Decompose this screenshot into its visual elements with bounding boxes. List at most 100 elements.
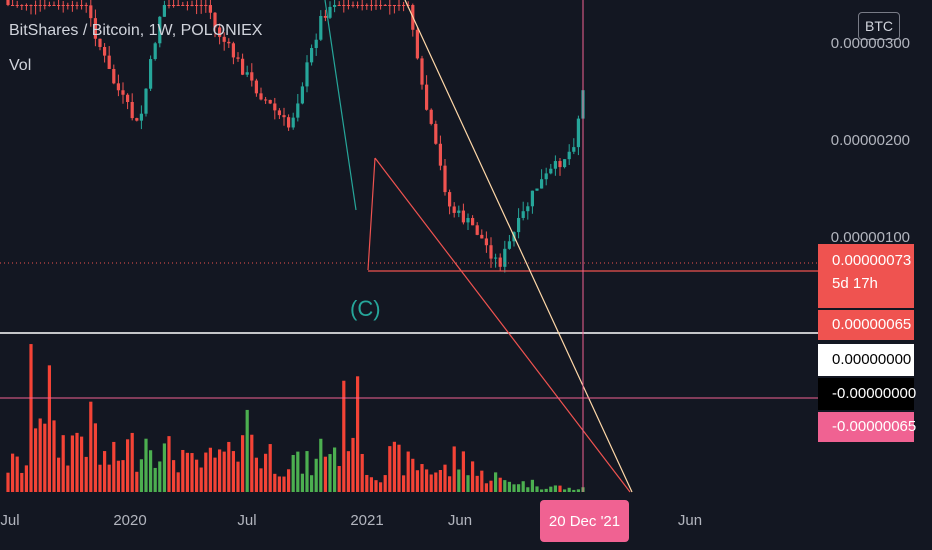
volume-bar	[443, 464, 447, 492]
candle-body	[176, 5, 180, 6]
volume-bar	[379, 482, 383, 492]
volume-bar	[471, 461, 475, 492]
candle-body	[544, 173, 548, 180]
volume-bar	[356, 376, 360, 492]
candle-body	[139, 113, 143, 121]
candle-body	[296, 103, 300, 118]
volume-bar	[273, 473, 277, 492]
volume-bar	[259, 468, 263, 492]
candle-body	[461, 210, 465, 223]
candle-body	[208, 5, 212, 13]
volume-bar	[38, 418, 42, 492]
volume-bar	[204, 452, 208, 492]
candle-body	[172, 5, 176, 6]
volume-bar	[392, 441, 396, 492]
candle-body	[429, 109, 433, 124]
candle-body	[572, 147, 576, 152]
volume-bar	[425, 469, 429, 492]
volume-bar	[480, 470, 484, 492]
candle-body	[434, 123, 438, 144]
candle-body	[397, 5, 401, 6]
candle-body	[319, 15, 323, 40]
volume-bar	[365, 474, 369, 492]
candle-body	[282, 115, 286, 118]
volume-bar	[540, 489, 544, 492]
candle-body	[24, 5, 28, 6]
candle-body	[287, 117, 291, 128]
candle-body	[314, 39, 318, 49]
candle-body	[116, 83, 120, 91]
volume-bar	[245, 409, 249, 492]
candle-body	[425, 84, 429, 110]
volume-bar	[374, 480, 378, 492]
candle-body	[489, 245, 493, 259]
candle-body	[144, 88, 148, 114]
volume-bar	[93, 423, 97, 492]
candle-body	[277, 110, 281, 116]
candle-body	[365, 5, 369, 6]
candle-body	[204, 5, 208, 6]
candle-body	[553, 161, 557, 169]
candle-body	[374, 5, 378, 6]
volume-bar	[218, 449, 222, 492]
candle-body	[190, 5, 194, 6]
candle-body	[337, 5, 341, 6]
candle-body	[494, 257, 498, 259]
volume-bar	[282, 476, 286, 492]
volume-bar	[162, 443, 166, 492]
currency-button[interactable]: BTC	[858, 12, 900, 40]
price-line-label: 0.00000065	[832, 316, 912, 333]
candle-body	[392, 5, 396, 6]
candle-body	[250, 72, 254, 81]
volume-bar	[512, 484, 516, 492]
volume-bar	[346, 451, 350, 492]
volume-bar	[176, 472, 180, 492]
volume-bar	[277, 476, 281, 492]
candle-body	[195, 5, 199, 6]
price-tick-label: 0.00000300	[830, 35, 910, 52]
volume-bar	[70, 435, 74, 492]
candle-body	[6, 0, 10, 5]
volume-bar	[319, 438, 323, 492]
volume-bar	[530, 479, 534, 492]
candle-body	[521, 211, 525, 218]
candle-body	[103, 46, 107, 56]
volume-bar	[314, 458, 318, 492]
candle-body	[420, 58, 424, 85]
candle-body	[43, 5, 47, 6]
candle-body	[356, 5, 360, 6]
volume-bar	[503, 480, 507, 492]
volume-bar	[553, 485, 557, 492]
candle-body	[300, 86, 304, 104]
candle-body	[254, 80, 258, 94]
candle-body	[61, 5, 65, 6]
volume-bar	[268, 444, 272, 492]
volume-bar	[466, 475, 470, 492]
cursor-date-badge: 20 Dec '21	[540, 500, 629, 542]
volume-bar	[287, 469, 291, 492]
volume-bar	[61, 435, 65, 492]
candle-body	[66, 5, 70, 6]
candle-body	[213, 12, 217, 28]
volume-bar	[98, 464, 102, 492]
volume-bar	[415, 470, 419, 492]
candle-body	[11, 5, 15, 6]
volume-bar	[121, 460, 125, 492]
volume-bar	[167, 436, 171, 492]
volume-bar	[397, 444, 401, 492]
volume-bar	[544, 488, 548, 492]
candle-body	[162, 5, 166, 17]
candle-body	[236, 57, 240, 59]
volume-bar	[190, 453, 194, 492]
volume-bar	[15, 456, 19, 492]
candle-body	[415, 29, 419, 59]
time-axis-label: 2020	[113, 512, 147, 529]
candle-body	[360, 5, 364, 6]
volume-bar	[112, 441, 116, 492]
volume-bar	[351, 437, 355, 492]
candle-body	[222, 36, 226, 42]
candle-body	[38, 5, 42, 6]
candle-body	[563, 159, 567, 168]
candle-body	[452, 206, 456, 213]
